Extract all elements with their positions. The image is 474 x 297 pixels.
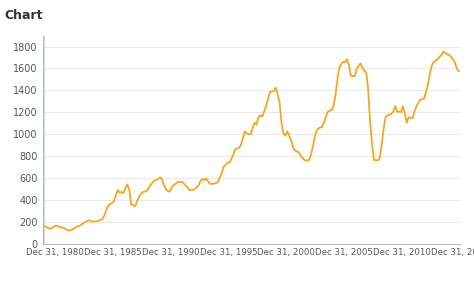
Text: Chart: Chart: [5, 9, 43, 22]
Bar: [43, 36, 46, 244]
